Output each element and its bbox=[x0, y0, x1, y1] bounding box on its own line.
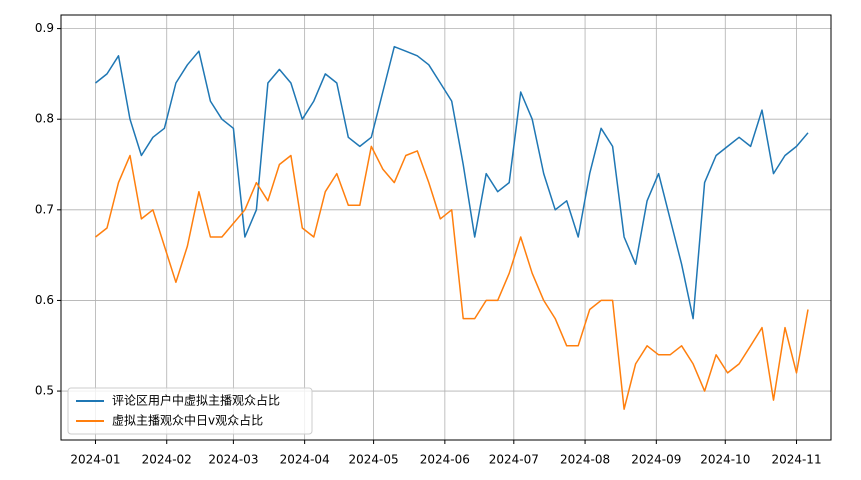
y-tick-label: 0.7 bbox=[35, 202, 54, 216]
x-tick-label: 2024-10 bbox=[700, 453, 750, 467]
data-line bbox=[95, 145, 809, 410]
x-tick-label: 2024-03 bbox=[208, 453, 258, 467]
y-tick-label: 0.8 bbox=[35, 112, 54, 126]
x-tick-label: 2024-08 bbox=[560, 453, 610, 467]
x-tick-label: 2024-09 bbox=[631, 453, 681, 467]
x-tick-label: 2024-04 bbox=[280, 453, 330, 467]
legend-box bbox=[67, 387, 313, 435]
y-tick-label: 0.9 bbox=[35, 21, 54, 35]
x-tick-label: 2024-02 bbox=[142, 453, 192, 467]
y-tick-label: 0.5 bbox=[35, 384, 54, 398]
x-tick-label: 2024-11 bbox=[771, 453, 821, 467]
legend-label: 虚拟主播观众中日v观众占比 bbox=[112, 413, 263, 428]
legend-label: 评论区用户中虚拟主播观众占比 bbox=[112, 393, 280, 408]
plot-frame bbox=[60, 14, 832, 441]
data-line bbox=[95, 45, 809, 320]
x-tick-label: 2024-06 bbox=[420, 453, 470, 467]
x-tick-label: 2024-05 bbox=[349, 453, 399, 467]
y-tick-label: 0.6 bbox=[35, 293, 54, 307]
x-tick-label: 2024-07 bbox=[489, 453, 539, 467]
x-tick-label: 2024-01 bbox=[70, 453, 120, 467]
